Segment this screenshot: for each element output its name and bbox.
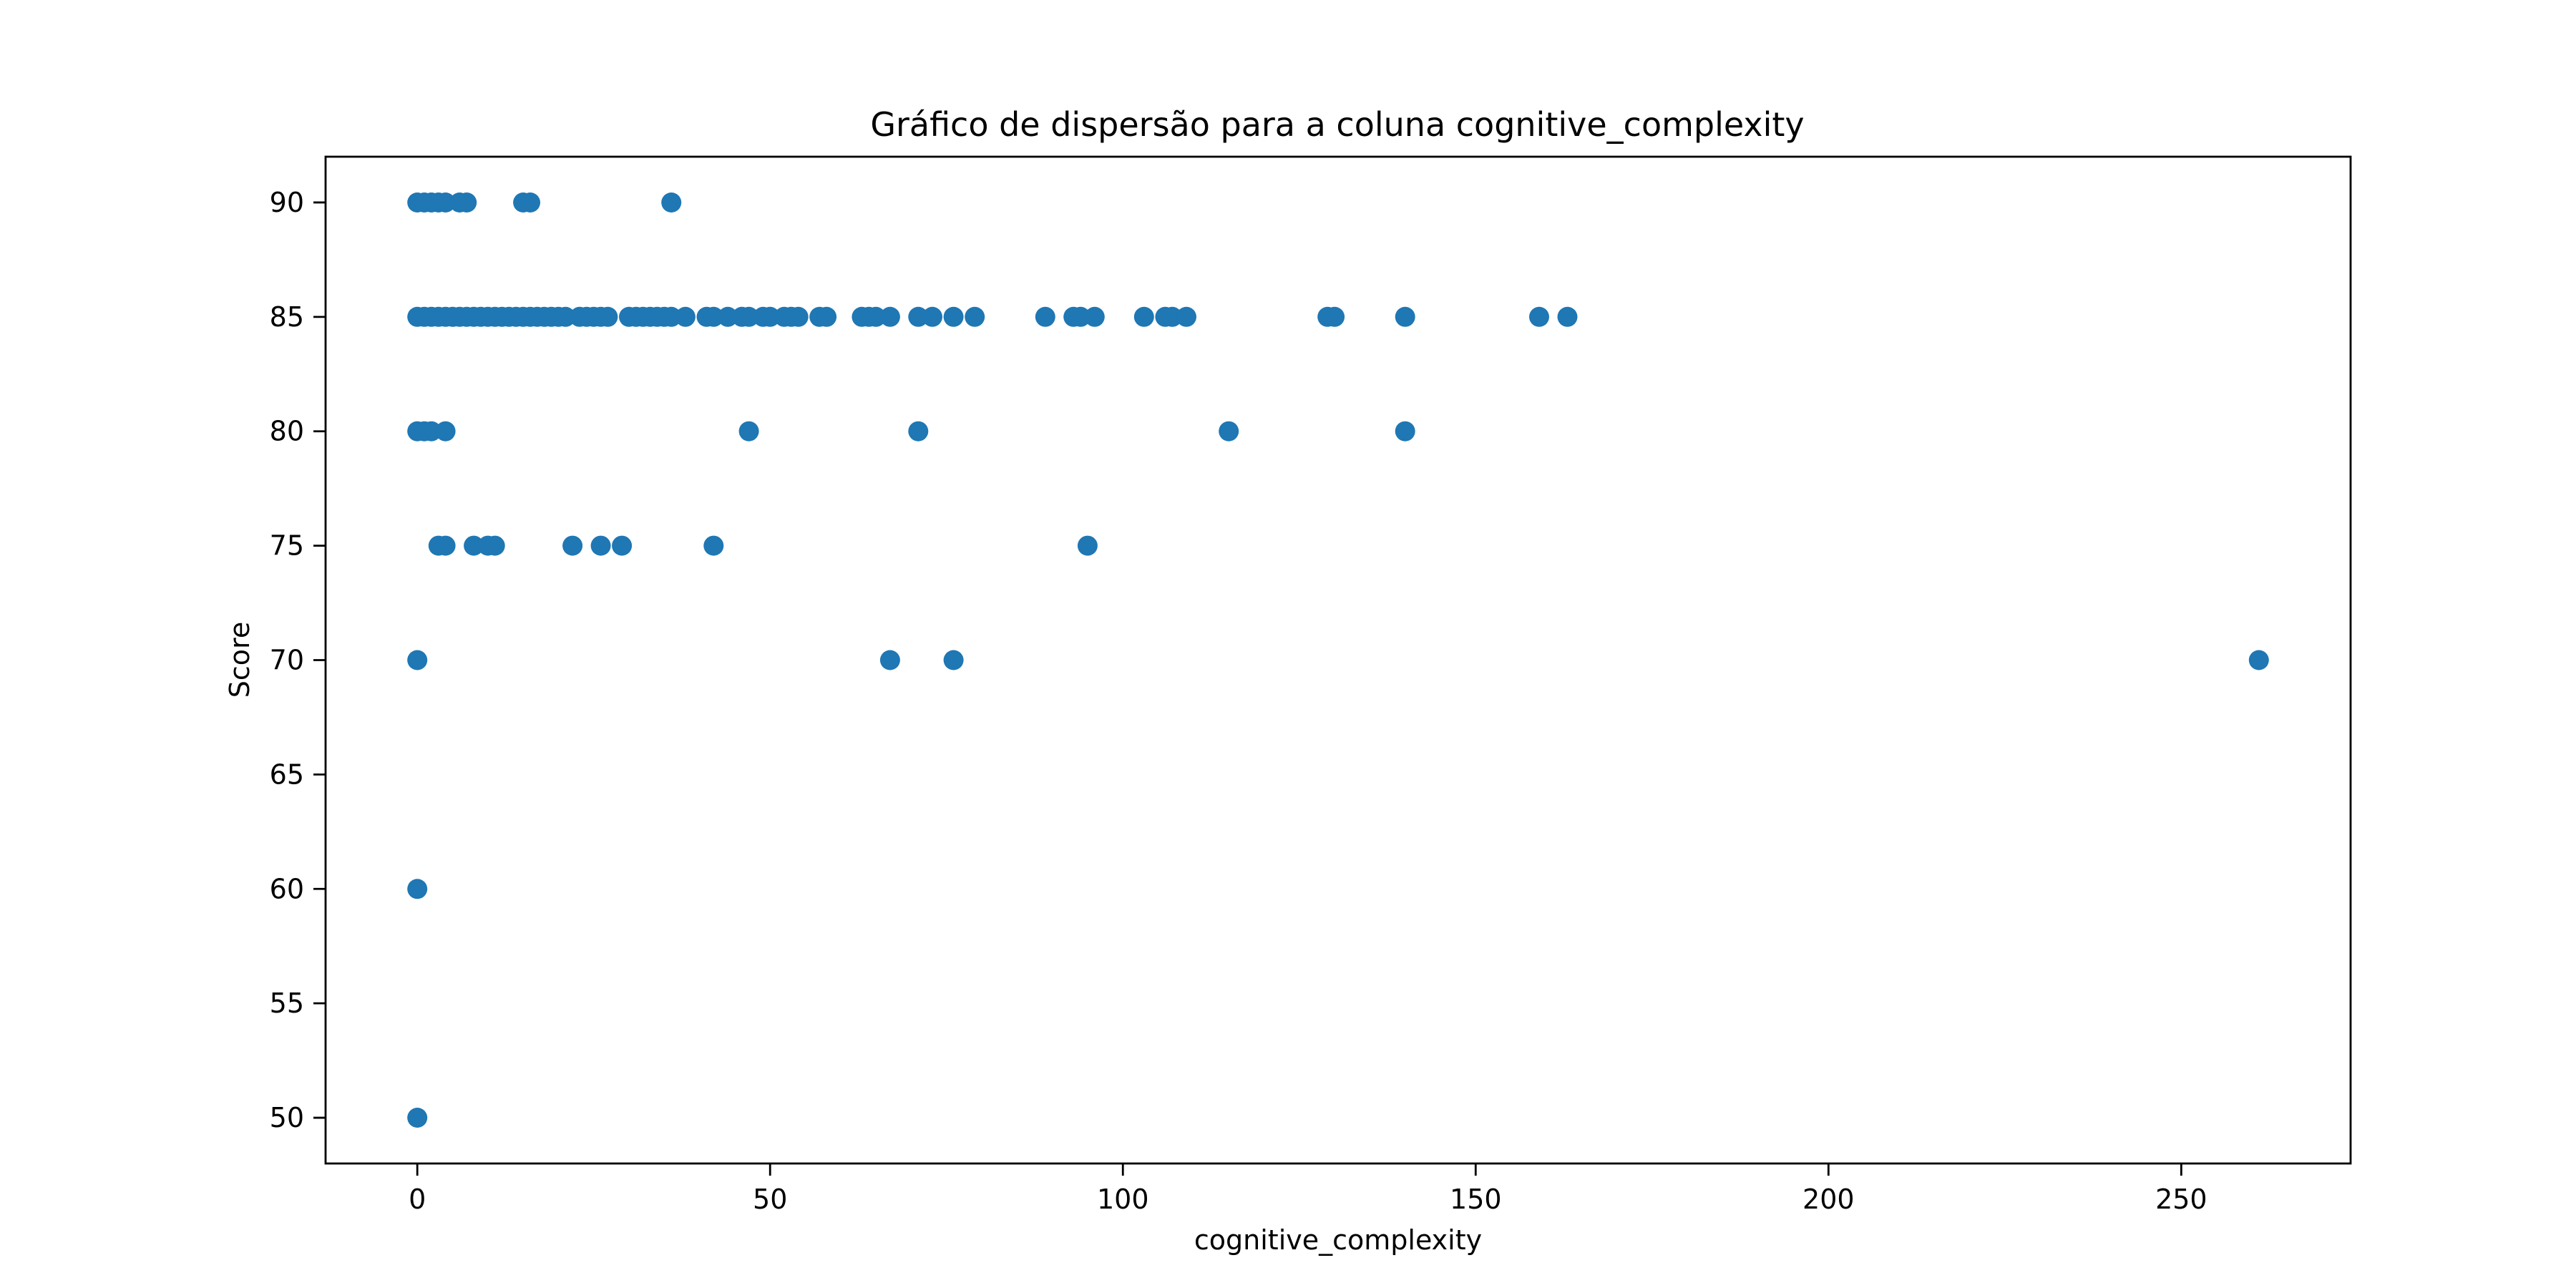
y-tick-label: 75	[270, 530, 304, 562]
y-axis: 50 55 60 65 70 75 80 85 90	[270, 187, 326, 1133]
x-tick-label: 250	[2155, 1184, 2207, 1215]
x-tick-label: 150	[1450, 1184, 1502, 1215]
data-point	[1529, 306, 1549, 327]
data-point	[816, 306, 837, 327]
data-point	[1219, 421, 1239, 441]
data-point	[407, 650, 428, 670]
data-point	[457, 192, 477, 213]
x-tick-label: 0	[409, 1184, 426, 1215]
data-point	[661, 306, 682, 327]
data-point	[464, 535, 484, 556]
data-point	[1395, 306, 1415, 327]
x-axis: 0 50 100 150 200 250	[409, 1163, 2207, 1215]
y-tick-label: 85	[270, 301, 304, 333]
data-point	[2248, 650, 2269, 670]
data-point	[922, 306, 942, 327]
chart-title: Gráfico de dispersão para a coluna cogni…	[870, 105, 1804, 144]
data-point	[555, 306, 576, 327]
data-point	[1395, 421, 1415, 441]
data-point	[484, 535, 505, 556]
data-point	[760, 306, 781, 327]
y-tick-label: 50	[270, 1102, 304, 1133]
y-tick-label: 80	[270, 416, 304, 447]
data-point	[435, 535, 456, 556]
data-point	[866, 306, 887, 327]
data-point	[1070, 306, 1091, 327]
data-point	[788, 306, 809, 327]
data-point	[661, 192, 682, 213]
y-tick-label: 70	[270, 645, 304, 676]
y-tick-label: 55	[270, 987, 304, 1019]
data-point	[612, 535, 633, 556]
data-point	[597, 306, 618, 327]
data-point	[943, 306, 964, 327]
data-point	[908, 421, 929, 441]
data-point	[435, 421, 456, 441]
y-axis-label: Score	[224, 622, 255, 698]
data-point	[1324, 306, 1345, 327]
data-point	[1176, 306, 1196, 327]
data-point	[1133, 306, 1154, 327]
data-point	[1162, 306, 1183, 327]
data-point	[879, 650, 900, 670]
data-point	[1035, 306, 1055, 327]
points-layer	[407, 192, 2269, 1128]
x-tick-label: 50	[753, 1184, 787, 1215]
data-point	[520, 192, 540, 213]
data-point	[407, 879, 428, 899]
data-point	[943, 650, 964, 670]
data-point	[703, 306, 724, 327]
data-point	[407, 1108, 428, 1128]
y-tick-label: 60	[270, 873, 304, 904]
data-point	[1084, 306, 1105, 327]
y-tick-label: 65	[270, 758, 304, 790]
x-tick-label: 100	[1097, 1184, 1149, 1215]
data-point	[965, 306, 985, 327]
y-tick-label: 90	[270, 187, 304, 218]
data-point	[1077, 535, 1098, 556]
data-point	[590, 535, 611, 556]
data-point	[879, 306, 900, 327]
data-point	[703, 535, 724, 556]
data-point	[908, 306, 929, 327]
data-point	[718, 306, 738, 327]
x-tick-label: 200	[1802, 1184, 1855, 1215]
x-axis-label: cognitive_complexity	[1194, 1224, 1482, 1256]
data-point	[562, 535, 583, 556]
data-point	[435, 192, 456, 213]
data-point	[675, 306, 696, 327]
data-point	[738, 421, 759, 441]
data-point	[1557, 306, 1578, 327]
data-point	[738, 306, 759, 327]
data-point	[421, 421, 441, 441]
